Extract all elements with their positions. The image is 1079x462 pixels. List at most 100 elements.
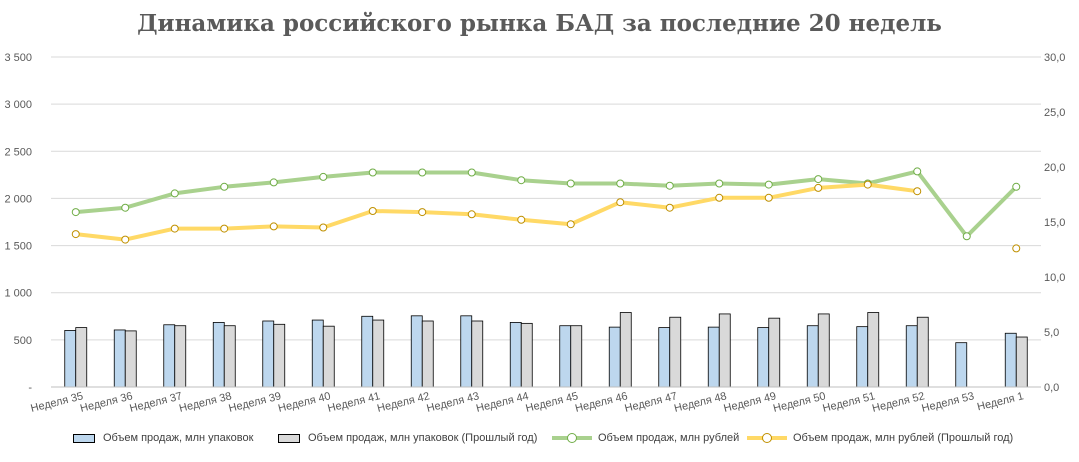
x-tick-label: Неделя 36 <box>79 390 134 415</box>
point-sales-rub <box>467 168 476 177</box>
bar-sales-units <box>262 320 275 388</box>
y-right-tick-label: 5,0 <box>1044 327 1059 339</box>
point-sales-rub-prev <box>170 224 179 233</box>
point-sales-rub-prev <box>269 222 278 231</box>
bar-sales-units <box>212 322 225 388</box>
line-sales-rub <box>73 169 1019 239</box>
y-left-tick-label: 500 <box>14 335 32 347</box>
bar-sales-units <box>559 325 572 388</box>
bar-sales-units <box>509 322 522 388</box>
legend-item-sales-rub-prev: Объем продаж, млн рублей (Прошлый год) <box>747 432 1013 444</box>
x-tick-label: Неделя 43 <box>425 390 480 415</box>
bar-sales-units-prev <box>273 323 286 388</box>
point-sales-rub-prev <box>467 210 476 219</box>
point-sales-rub-prev <box>418 208 427 217</box>
x-tick-label: Неделя 35 <box>29 390 84 415</box>
point-sales-rub-prev <box>566 220 575 229</box>
bar-sales-units <box>311 319 324 388</box>
point-sales-rub <box>665 181 674 190</box>
bar-sales-units <box>163 324 176 388</box>
x-tick-label: Неделя 42 <box>376 390 431 415</box>
chart-title: Динамика российского рынка БАД за послед… <box>137 10 942 37</box>
bar-sales-units-prev <box>372 319 385 388</box>
bar-sales-units-prev <box>817 313 830 388</box>
point-sales-rub <box>418 168 427 177</box>
point-sales-rub-prev <box>863 180 872 189</box>
x-tick-label: Неделя 46 <box>574 390 629 415</box>
bar-sales-units-prev <box>75 327 88 388</box>
bar-sales-units <box>955 342 968 388</box>
point-sales-rub <box>121 203 130 212</box>
point-sales-rub <box>71 208 80 217</box>
point-sales-rub-prev <box>764 193 773 202</box>
legend-swatch-sales-rub <box>552 432 592 444</box>
legend-swatch-sales-units-prev <box>278 433 300 443</box>
point-sales-rub <box>517 176 526 185</box>
x-tick-label: Неделя 50 <box>772 390 827 415</box>
y-right-tick-label: 0,0 <box>1044 382 1059 394</box>
point-sales-rub-prev <box>616 198 625 207</box>
bar-sales-units-prev <box>718 313 731 388</box>
point-sales-rub-prev <box>913 187 922 196</box>
legend-label-sales-rub: Объем продаж, млн рублей <box>598 432 740 444</box>
legend-label-sales-units-prev: Объем продаж, млн упаковок (Прошлый год) <box>308 432 538 444</box>
y-right-tick-label: 10,0 <box>1044 272 1065 284</box>
y-left-tick-label: 1 500 <box>4 241 32 253</box>
point-sales-rub <box>715 179 724 188</box>
point-sales-rub <box>220 182 229 191</box>
bar-sales-units-prev <box>570 325 583 388</box>
x-tick-label: Неделя 47 <box>623 390 678 415</box>
bar-sales-units-prev <box>916 316 929 388</box>
bar-sales-units <box>361 315 374 388</box>
point-sales-rub <box>368 168 377 177</box>
point-sales-rub <box>566 179 575 188</box>
legend-item-sales-units: Объем продаж, млн упаковок <box>73 432 253 444</box>
y-right-tick-label: 30,0 <box>1044 52 1065 64</box>
point-sales-rub <box>764 180 773 189</box>
x-tick-label: Неделя 51 <box>821 390 876 415</box>
x-tick-label: Неделя 1 <box>976 390 1025 413</box>
y-right-tick-label: 25,0 <box>1044 107 1065 119</box>
bar-sales-units-prev <box>520 322 533 388</box>
legend-label-sales-units: Объем продаж, млн упаковок <box>103 432 254 444</box>
legend-item-sales-rub: Объем продаж, млн рублей <box>552 432 739 444</box>
chart-legend: Объем продаж, млн упаковок Объем продаж,… <box>0 432 1079 452</box>
bar-sales-units-prev <box>471 320 484 388</box>
point-sales-rub <box>616 179 625 188</box>
x-tick-label: Неделя 40 <box>277 390 332 415</box>
y-left-tick-label: 1 000 <box>4 288 32 300</box>
x-tick-label: Неделя 48 <box>673 390 728 415</box>
legend-swatch-sales-rub-prev <box>747 432 787 444</box>
bar-sales-units <box>608 326 621 388</box>
bar-sales-units <box>1004 332 1017 388</box>
bar-sales-units <box>460 315 473 388</box>
y-left-tick-label: 3 500 <box>4 52 32 64</box>
point-sales-rub-prev <box>1012 244 1021 253</box>
bar-sales-units <box>658 327 671 388</box>
x-tick-label: Неделя 41 <box>326 390 381 415</box>
legend-item-sales-units-prev: Объем продаж, млн упаковок (Прошлый год) <box>278 432 537 444</box>
x-tick-label: Неделя 39 <box>227 390 282 415</box>
point-sales-rub-prev <box>517 215 526 224</box>
point-sales-rub <box>814 175 823 184</box>
legend-swatch-sales-units <box>73 433 95 443</box>
point-sales-rub-prev <box>319 223 328 232</box>
y-right-tick-label: 20,0 <box>1044 162 1065 174</box>
bar-sales-units <box>707 326 720 388</box>
bar-sales-units <box>64 330 77 388</box>
point-sales-rub <box>962 232 971 241</box>
y-left-tick-label: 2 000 <box>4 193 32 205</box>
y-left-tick-label: - <box>28 382 32 394</box>
point-sales-rub-prev <box>715 193 724 202</box>
bar-sales-units <box>410 315 423 388</box>
x-tick-label: Неделя 53 <box>920 390 975 415</box>
bar-sales-units-prev <box>322 325 335 388</box>
bar-sales-units-prev <box>223 325 236 388</box>
bar-sales-units-prev <box>1015 336 1028 388</box>
x-tick-label: Неделя 38 <box>178 390 233 415</box>
bar-sales-units-prev <box>421 320 434 388</box>
bar-sales-units <box>757 327 770 388</box>
point-sales-rub <box>319 172 328 181</box>
